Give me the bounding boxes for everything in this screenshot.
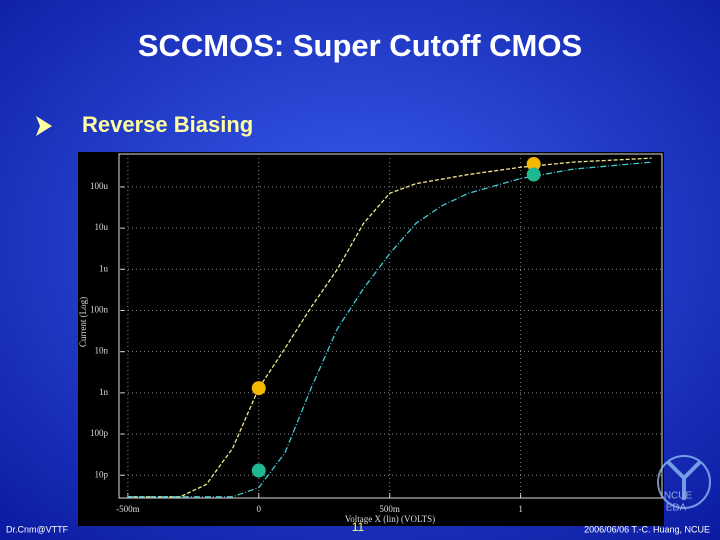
y-tick-label: 10u [95, 222, 109, 232]
x-tick-label: -500m [116, 504, 140, 514]
bullet-arrow [36, 116, 52, 136]
y-tick-label: 10n [95, 346, 109, 356]
highlight-point [526, 157, 541, 172]
x-tick-label: 1 [518, 504, 523, 514]
y-tick-label: 1u [99, 263, 109, 273]
footer-right: 2006/06/06 T.-C. Huang, NCUE [584, 524, 710, 534]
plot-frame [118, 153, 663, 499]
y-tick-label: 10p [95, 469, 109, 479]
x-axis-label: Voltage X (lin) (VOLTS) [345, 514, 435, 524]
logo-ring [657, 455, 711, 509]
y-tick-label: 100p [90, 428, 109, 438]
y-tick-label: 1n [99, 387, 109, 397]
plot-background [78, 152, 664, 526]
y-tick-label: 100n [90, 305, 109, 315]
bullet-text: Reverse Biasing [82, 112, 253, 137]
plot: 10p 100p 1n 10n 100n 1u 10u 100u -500m 0 500m 1 [90, 154, 662, 514]
highlight-point [526, 167, 541, 182]
logo-mark [666, 460, 702, 500]
y-tick-label: 100u [90, 181, 109, 191]
highlight-point [251, 463, 266, 478]
logo-top: NCUE [664, 491, 693, 502]
highlight-point [251, 381, 266, 396]
logo: NCUE EDA [657, 455, 711, 514]
x-tick-label: 500m [379, 504, 400, 514]
footer-left: Dr.Cnm@VTTF [6, 524, 69, 534]
series-line [127, 157, 652, 498]
slide-title: SCCMOS: Super Cutoff CMOS [138, 28, 582, 63]
logo-bottom: EDA [666, 503, 687, 514]
y-axis-label: Current (Log) [78, 297, 88, 347]
x-tick-label: 0 [257, 504, 262, 514]
page-number: 11 [352, 520, 365, 534]
